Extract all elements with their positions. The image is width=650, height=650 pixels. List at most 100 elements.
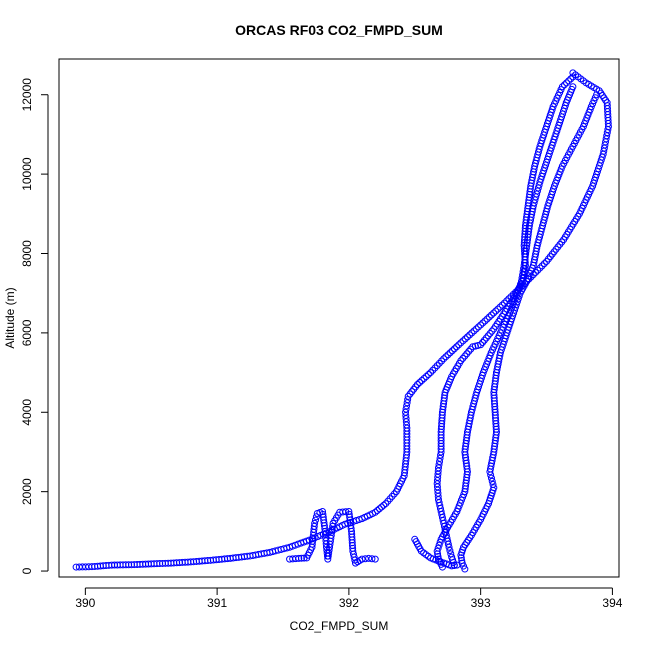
data-point [422, 373, 430, 381]
series-4 [411, 535, 461, 570]
data-point [450, 561, 458, 569]
data-point [436, 457, 444, 465]
data-point [450, 345, 458, 353]
data-point [519, 277, 527, 285]
x-tick-label: 391 [207, 596, 227, 610]
series-0 [72, 69, 612, 571]
data-point [371, 555, 379, 563]
data-point [558, 83, 566, 91]
x-tick-label: 394 [602, 596, 622, 610]
data-point [295, 554, 303, 562]
x-axis: 390 391 392 393 394 [75, 587, 623, 610]
data-point [418, 377, 426, 385]
data-point [490, 309, 498, 317]
data-point [446, 349, 454, 357]
data-point [563, 79, 571, 87]
data-point [373, 507, 381, 515]
data-point [358, 555, 366, 563]
data-point [477, 321, 485, 329]
x-tick-label: 392 [339, 596, 359, 610]
data-point [433, 362, 441, 370]
data-point [458, 556, 466, 564]
data-point [519, 274, 527, 282]
data-point [569, 83, 577, 91]
data-point [536, 264, 544, 272]
data-point [427, 369, 435, 377]
data-point [560, 81, 568, 89]
data-point [442, 353, 450, 361]
series-5 [286, 508, 379, 567]
data-point [365, 554, 373, 562]
data-point [468, 329, 476, 337]
data-point [486, 329, 494, 337]
data-point [482, 334, 490, 342]
data-point [488, 477, 496, 485]
y-tick-label: 4000 [20, 399, 34, 426]
data-point [483, 315, 491, 323]
data-point [465, 347, 473, 355]
y-tick-label: 2000 [20, 478, 34, 505]
data-point [429, 366, 437, 374]
data-point [472, 325, 480, 333]
x-tick-label: 390 [75, 596, 95, 610]
data-point [565, 77, 573, 85]
data-point [457, 357, 465, 365]
plot-frame [58, 58, 620, 578]
data-point [420, 375, 428, 383]
data-point [436, 454, 444, 462]
data-point [477, 341, 485, 349]
data-point [498, 301, 506, 309]
data-point [463, 333, 471, 341]
data-point [403, 402, 411, 410]
chart-title: ORCAS RF03 CO2_FMPD_SUM [235, 22, 443, 38]
y-axis: 0 2000 4000 6000 8000 10000 12000 [20, 78, 49, 574]
data-point [380, 501, 388, 509]
data-point [520, 271, 528, 279]
data-point [297, 554, 305, 562]
y-tick-label: 8000 [20, 240, 34, 267]
data-point [481, 317, 489, 325]
data-point [461, 335, 469, 343]
data-point [434, 464, 442, 472]
data-point [368, 555, 376, 563]
data-point [448, 553, 456, 561]
data-point [474, 323, 482, 331]
data-point [312, 513, 320, 521]
data-point [416, 379, 424, 386]
data-point [480, 336, 488, 344]
data-point [489, 481, 497, 489]
data-point [438, 357, 446, 365]
data-point [378, 503, 386, 511]
data-point [435, 461, 443, 469]
y-tick-label: 0 [20, 567, 34, 574]
data-point [382, 500, 390, 508]
data-point [457, 339, 465, 347]
data-point [466, 331, 474, 339]
data-point [538, 262, 546, 270]
data-point [384, 497, 392, 505]
data-point [488, 327, 496, 335]
data-point [569, 73, 577, 81]
data-point [540, 260, 548, 268]
data-point [448, 347, 456, 355]
series-1 [457, 91, 601, 573]
data-point [311, 519, 319, 527]
y-tick-label: 10000 [20, 157, 34, 191]
x-tick-label: 393 [471, 596, 491, 610]
x-axis-label: CO2_FMPD_SUM [290, 619, 389, 633]
data-point [388, 492, 396, 500]
data-point [440, 355, 448, 363]
data-point [479, 319, 487, 327]
data-point [487, 474, 495, 482]
data-point [453, 561, 461, 569]
data-point [312, 516, 319, 524]
data-layer [72, 69, 612, 573]
series-3 [433, 73, 577, 569]
data-point [361, 555, 369, 563]
data-point [455, 341, 463, 349]
data-point [446, 547, 454, 555]
data-point [490, 484, 498, 492]
data-point [529, 271, 537, 279]
series-2 [433, 83, 577, 571]
